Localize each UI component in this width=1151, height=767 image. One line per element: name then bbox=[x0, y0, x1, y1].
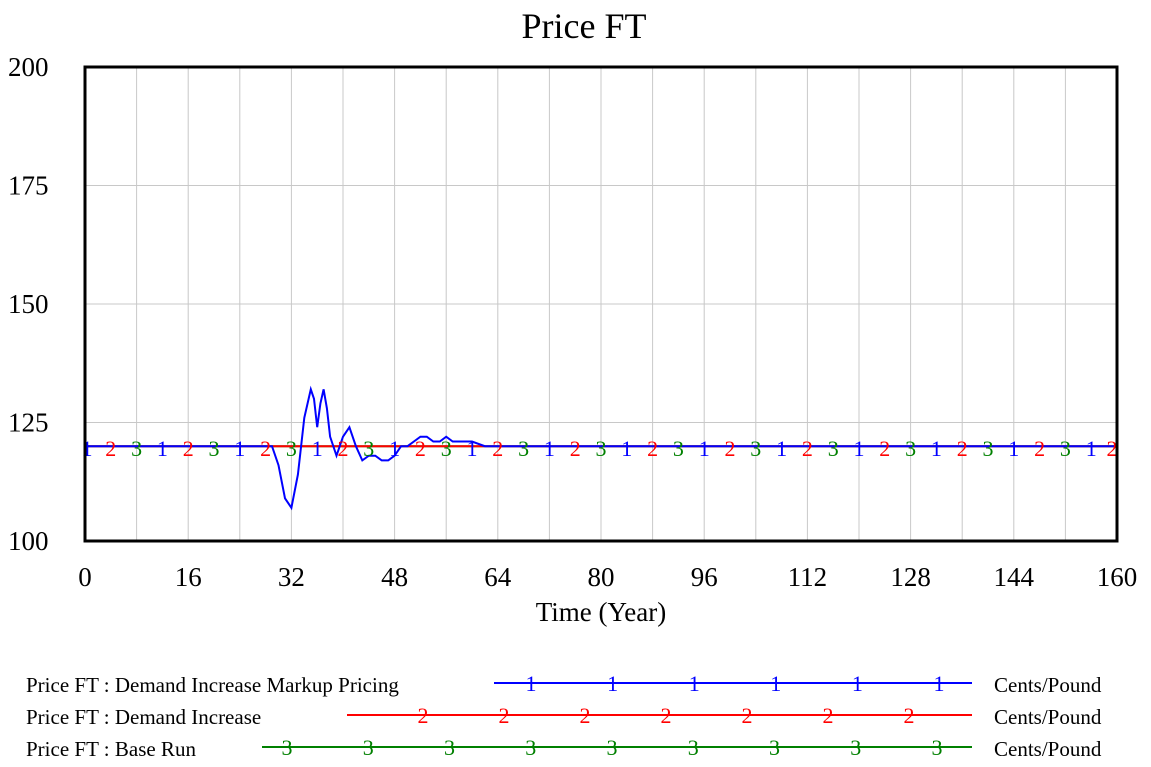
y-tick-label: 125 bbox=[8, 408, 49, 438]
legend-marker-1: 1 bbox=[607, 671, 618, 696]
y-axis-ticks: 200 175 150 125 100 bbox=[8, 52, 49, 556]
legend-unit: Cents/Pound bbox=[994, 673, 1102, 697]
series-marker-3: 3 bbox=[673, 436, 684, 461]
series-marker-3: 3 bbox=[518, 436, 529, 461]
series-marker-2: 2 bbox=[1034, 436, 1045, 461]
legend-marker-3: 3 bbox=[932, 735, 943, 760]
series-marker-3: 3 bbox=[1060, 436, 1071, 461]
x-tick-label: 64 bbox=[484, 562, 512, 592]
x-tick-label: 32 bbox=[278, 562, 305, 592]
series-line-1 bbox=[85, 385, 1117, 511]
series-marker-1: 1 bbox=[467, 436, 478, 461]
y-tick-label: 200 bbox=[8, 52, 49, 82]
legend-marker-3: 3 bbox=[607, 735, 618, 760]
legend-marker-3: 3 bbox=[769, 735, 780, 760]
series-marker-3: 3 bbox=[286, 436, 297, 461]
series-marker-2: 2 bbox=[183, 436, 194, 461]
legend-marker-3: 3 bbox=[525, 735, 536, 760]
legend-marker-2: 2 bbox=[904, 703, 915, 728]
x-tick-label: 160 bbox=[1097, 562, 1138, 592]
series-marker-1: 1 bbox=[157, 436, 168, 461]
series-marker-3: 3 bbox=[441, 436, 452, 461]
x-tick-label: 80 bbox=[588, 562, 615, 592]
legend-marker-3: 3 bbox=[282, 735, 293, 760]
legend-marker-2: 2 bbox=[418, 703, 429, 728]
series-marker-2: 2 bbox=[802, 436, 813, 461]
series-marker-3: 3 bbox=[983, 436, 994, 461]
series-marker-3: 3 bbox=[209, 436, 220, 461]
series-lines bbox=[85, 385, 1117, 511]
series-marker-1: 1 bbox=[234, 436, 245, 461]
legend-label: Price FT : Demand Increase Markup Pricin… bbox=[26, 673, 399, 697]
series-marker-2: 2 bbox=[879, 436, 890, 461]
x-axis-ticks: 0 16 32 48 64 80 96 112 128 144 160 bbox=[78, 562, 1137, 592]
series-marker-2: 2 bbox=[1107, 436, 1118, 461]
series-marker-3: 3 bbox=[363, 436, 374, 461]
series-marker-2: 2 bbox=[492, 436, 503, 461]
x-tick-label: 48 bbox=[381, 562, 408, 592]
series-marker-1: 1 bbox=[1086, 436, 1097, 461]
grid-lines bbox=[85, 67, 1117, 541]
series-marker-2: 2 bbox=[725, 436, 736, 461]
series-marker-2: 2 bbox=[570, 436, 581, 461]
series-marker-1: 1 bbox=[82, 436, 93, 461]
legend-marker-3: 3 bbox=[444, 735, 455, 760]
series-marker-3: 3 bbox=[905, 436, 916, 461]
series-marker-2: 2 bbox=[415, 436, 426, 461]
y-tick-label: 150 bbox=[8, 289, 49, 319]
x-axis-title: Time (Year) bbox=[536, 597, 667, 627]
legend-marker-1: 1 bbox=[770, 671, 781, 696]
plot-frame bbox=[83, 65, 1119, 543]
series-marker-1: 1 bbox=[544, 436, 555, 461]
series-marker-3: 3 bbox=[596, 436, 607, 461]
series-marker-3: 3 bbox=[828, 436, 839, 461]
x-tick-label: 0 bbox=[78, 562, 92, 592]
legend-marker-2: 2 bbox=[661, 703, 672, 728]
legend-marker-1: 1 bbox=[934, 671, 945, 696]
x-tick-label: 112 bbox=[788, 562, 828, 592]
series-marker-1: 1 bbox=[389, 436, 400, 461]
x-tick-label: 144 bbox=[994, 562, 1035, 592]
legend-unit: Cents/Pound bbox=[994, 705, 1102, 729]
legend-label: Price FT : Base Run bbox=[26, 737, 196, 761]
series-marker-2: 2 bbox=[105, 436, 116, 461]
chart-title: Price FT bbox=[522, 6, 647, 46]
series-marker-2: 2 bbox=[647, 436, 658, 461]
series-marker-1: 1 bbox=[776, 436, 787, 461]
series-marker-2: 2 bbox=[338, 436, 349, 461]
legend: Price FT : Demand Increase Markup Pricin… bbox=[26, 671, 1102, 761]
series-marker-1: 1 bbox=[931, 436, 942, 461]
legend-marker-2: 2 bbox=[742, 703, 753, 728]
series-marker-3: 3 bbox=[750, 436, 761, 461]
y-tick-label: 100 bbox=[8, 526, 49, 556]
legend-marker-2: 2 bbox=[823, 703, 834, 728]
legend-marker-1: 1 bbox=[526, 671, 537, 696]
legend-marker-3: 3 bbox=[850, 735, 861, 760]
series-marker-2: 2 bbox=[260, 436, 271, 461]
legend-marker-2: 2 bbox=[499, 703, 510, 728]
legend-label: Price FT : Demand Increase bbox=[26, 705, 261, 729]
legend-unit: Cents/Pound bbox=[994, 737, 1102, 761]
series-marker-1: 1 bbox=[312, 436, 323, 461]
series-marker-2: 2 bbox=[957, 436, 968, 461]
series-marker-3: 3 bbox=[131, 436, 142, 461]
x-tick-label: 128 bbox=[890, 562, 931, 592]
series-marker-1: 1 bbox=[699, 436, 710, 461]
x-tick-label: 96 bbox=[691, 562, 718, 592]
legend-marker-1: 1 bbox=[689, 671, 700, 696]
series-marker-1: 1 bbox=[1008, 436, 1019, 461]
x-tick-label: 16 bbox=[175, 562, 202, 592]
legend-marker-3: 3 bbox=[363, 735, 374, 760]
legend-marker-2: 2 bbox=[580, 703, 591, 728]
series-marker-1: 1 bbox=[854, 436, 865, 461]
legend-marker-1: 1 bbox=[852, 671, 863, 696]
legend-marker-3: 3 bbox=[688, 735, 699, 760]
series-marker-1: 1 bbox=[621, 436, 632, 461]
y-tick-label: 175 bbox=[8, 171, 49, 201]
